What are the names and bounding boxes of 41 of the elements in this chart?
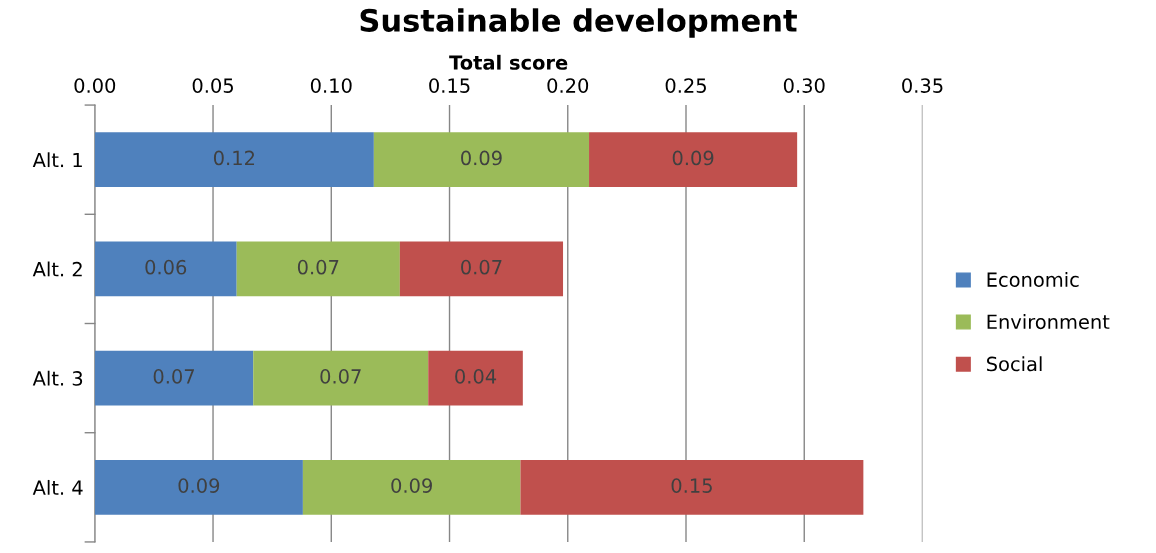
x-tick-label: 0.30	[783, 78, 825, 93]
bar	[520, 460, 864, 515]
x-tick-label: 0.20	[547, 78, 589, 93]
data-label: 0.07	[153, 369, 194, 384]
x-tick-label: 0.25	[665, 78, 706, 93]
y-tick-label: Alt. 4	[32, 479, 83, 495]
bar	[253, 350, 429, 406]
data-label: 0.07	[320, 369, 361, 384]
bar	[94, 350, 254, 406]
chart-title: Sustainable development	[360, 8, 797, 38]
legend-label: Economic	[987, 271, 1079, 287]
bar	[399, 241, 564, 297]
data-label: 0.09	[391, 478, 432, 493]
bar	[302, 460, 521, 515]
bar	[94, 241, 237, 297]
y-tick-label: Alt. 2	[32, 261, 82, 277]
data-label: 0.09	[672, 150, 714, 166]
x-axis-title: Total score	[449, 54, 568, 70]
legend-label: Environment	[987, 314, 1110, 330]
data-label: 0.06	[145, 259, 187, 275]
data-label: 0.07	[461, 259, 502, 275]
bar	[94, 132, 374, 187]
legend-label: Social	[986, 356, 1042, 372]
bar	[428, 350, 523, 406]
data-label: 0.04	[455, 369, 497, 384]
data-label: 0.07	[297, 259, 339, 275]
x-tick-label: 0.05	[192, 78, 233, 93]
y-tick-label: Alt. 3	[32, 370, 83, 386]
bar	[589, 132, 798, 187]
bar	[373, 132, 590, 187]
x-tick-label: 0.00	[74, 78, 116, 93]
x-tick-label: 0.15	[429, 78, 470, 93]
data-label: 0.09	[461, 150, 502, 166]
data-label: 0.09	[178, 478, 220, 493]
data-label: 0.12	[213, 150, 255, 166]
data-label: 0.15	[671, 478, 712, 493]
x-tick-label: 0.35	[902, 78, 943, 93]
x-tick-label: 0.10	[310, 78, 352, 93]
bar	[236, 241, 400, 297]
bar	[94, 460, 303, 515]
y-tick-label: Alt. 1	[32, 152, 82, 168]
